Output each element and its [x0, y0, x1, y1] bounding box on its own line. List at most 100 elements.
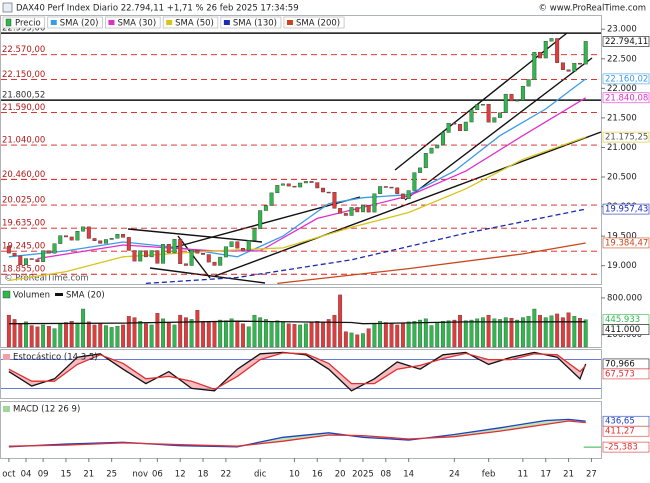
candle — [492, 117, 497, 123]
volume-bar — [389, 323, 394, 348]
legend-item — [2, 16, 46, 29]
candle — [115, 234, 120, 239]
legend-swatch — [166, 20, 173, 25]
panel-title: Volumen — [13, 291, 50, 301]
candle — [269, 192, 274, 206]
volume-bar — [161, 318, 165, 348]
candle — [132, 250, 137, 262]
candle — [440, 132, 445, 146]
volume-bar — [378, 321, 383, 348]
candle — [526, 79, 531, 87]
value-label: -25,383 — [605, 443, 638, 453]
trend-mid — [171, 196, 361, 249]
volume-bar — [492, 318, 497, 348]
x-tick-label: 27 — [586, 470, 597, 480]
volume-bar — [269, 321, 274, 348]
x-tick-label: 24 — [449, 470, 460, 480]
level-label: 20.460,00 — [2, 170, 45, 180]
legend-swatch — [3, 354, 10, 360]
channel-lower — [404, 57, 593, 201]
candle — [166, 244, 171, 254]
value-label-box — [602, 73, 650, 85]
candle — [103, 239, 108, 244]
candle — [109, 238, 114, 240]
price-frame — [0, 15, 602, 285]
x-tick-label: 06 — [152, 470, 163, 480]
candle — [46, 250, 51, 254]
candle — [423, 152, 428, 169]
legend-swatch — [2, 290, 11, 299]
volume-bar — [286, 323, 291, 348]
candle — [515, 99, 520, 102]
volume-bar — [104, 325, 108, 348]
volume-bar — [121, 324, 126, 348]
level-label: 20.025,00 — [2, 196, 45, 206]
x-tick-label: 15 — [61, 470, 72, 480]
candle — [189, 249, 194, 266]
candle — [412, 172, 417, 191]
candle — [138, 250, 143, 262]
candle — [92, 238, 97, 241]
y-tick-label: 23.000 — [607, 25, 637, 35]
y-tick-label: 22.000 — [607, 84, 637, 94]
legend-item — [47, 16, 103, 29]
candle — [480, 103, 485, 106]
candle — [149, 250, 154, 258]
y-tick-label: 21.500 — [607, 113, 637, 123]
candle — [275, 185, 280, 194]
volume-bar — [144, 323, 148, 348]
legend: Precio SMA (20) SMA (30) SMA (50) SMA (130) S… — [2, 16, 345, 29]
candle — [161, 244, 166, 264]
candle — [201, 253, 206, 255]
legend-label: SMA (130) — [233, 19, 277, 29]
y-tick-label: 22.500 — [607, 54, 637, 64]
volume-sma — [8, 320, 586, 325]
value-label-box — [602, 368, 650, 380]
volume-bar — [29, 325, 34, 348]
candle — [75, 231, 80, 241]
candle — [29, 258, 34, 260]
candle — [418, 167, 423, 173]
volume-bar — [515, 319, 520, 348]
candle — [52, 243, 57, 254]
value-label-box — [602, 441, 650, 453]
volume-bar — [166, 322, 171, 348]
legend-label: SMA (200) — [296, 19, 340, 29]
x-tick-label: 16 — [312, 470, 323, 480]
volume-bar — [92, 324, 97, 348]
candle — [235, 241, 240, 249]
value-label: 22.794,11 — [605, 37, 648, 47]
volume-bar — [520, 317, 525, 348]
volume-bar — [429, 325, 434, 348]
volume-bar — [281, 322, 285, 348]
volume-bar — [498, 319, 502, 348]
macd-frame — [0, 401, 602, 459]
volume-bar — [355, 334, 360, 348]
y-tick-label: 19.000 — [607, 261, 637, 271]
candle — [18, 255, 23, 265]
volume-bar — [315, 321, 320, 348]
value-label-box — [602, 131, 650, 143]
header-icon — [2, 2, 13, 13]
legend-item — [162, 16, 219, 29]
value-label-box — [602, 203, 650, 215]
value-label: 436,65 — [605, 417, 635, 427]
candle — [366, 204, 371, 213]
volume-bar — [555, 313, 560, 348]
candle — [218, 256, 223, 266]
candle — [452, 122, 457, 125]
volume-bar — [406, 321, 411, 348]
value-label-box — [602, 92, 650, 104]
candle — [503, 93, 508, 114]
value-label-box — [602, 36, 650, 47]
volume-bar — [98, 323, 103, 348]
candle — [378, 186, 383, 194]
volume-bar — [361, 333, 365, 348]
level-label: 18.855,00 — [2, 265, 45, 275]
candle — [406, 190, 411, 199]
candle — [63, 235, 68, 238]
volume-bar — [246, 326, 251, 348]
x-tick-label: 25 — [106, 470, 117, 480]
candle — [463, 121, 468, 131]
